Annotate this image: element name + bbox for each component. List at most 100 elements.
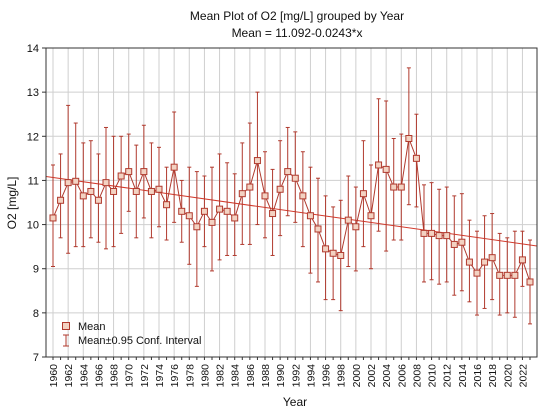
x-tick-label: 1962 xyxy=(63,364,75,388)
x-tick-label: 1992 xyxy=(290,364,302,388)
y-axis-label: O2 [mg/L] xyxy=(5,177,19,230)
series-group xyxy=(49,67,534,325)
mean-marker xyxy=(299,192,307,200)
mean-marker xyxy=(170,163,178,171)
mean-marker xyxy=(208,218,216,226)
x-tick-label: 2008 xyxy=(411,364,423,388)
mean-marker xyxy=(420,229,428,237)
mean-marker xyxy=(200,207,208,215)
mean-marker xyxy=(291,174,299,182)
plot-frame xyxy=(45,47,538,358)
mean-marker xyxy=(261,192,269,200)
x-tick-label: 2006 xyxy=(396,364,408,388)
mean-marker xyxy=(125,168,133,176)
ci-whisker xyxy=(119,135,124,234)
x-tick-label: 1982 xyxy=(215,364,227,388)
x-tick-label: 1968 xyxy=(109,364,121,388)
mean-marker xyxy=(253,157,261,165)
mean-marker xyxy=(163,201,171,209)
x-tick-label: 2000 xyxy=(351,364,363,388)
mean-marker xyxy=(443,232,451,240)
y-tick-label: 12 xyxy=(27,131,39,143)
mean-marker xyxy=(193,223,201,231)
mean-marker xyxy=(238,190,246,198)
mean-marker xyxy=(102,179,110,187)
chart-subtitle: Mean = 11.092-0.0243*x xyxy=(232,26,363,40)
mean-marker xyxy=(465,258,473,266)
ci-whisker xyxy=(73,122,78,248)
mean-marker xyxy=(246,183,254,191)
x-tick-label: 1976 xyxy=(169,364,181,388)
x-tick-label: 1972 xyxy=(139,364,151,388)
x-tick-label: 1984 xyxy=(230,364,242,388)
mean-marker xyxy=(458,238,466,246)
mean-marker xyxy=(412,154,420,162)
x-tick-label: 2020 xyxy=(502,364,514,388)
mean-marker xyxy=(473,269,481,277)
ci-whisker xyxy=(104,126,108,250)
x-tick-label: 1966 xyxy=(93,364,105,388)
mean-marker xyxy=(526,278,534,286)
mean-marker xyxy=(276,185,284,193)
legend-label-mean: Mean xyxy=(78,321,106,333)
chart-title: Mean Plot of O2 [mg/L] grouped by Year xyxy=(190,9,404,23)
mean-marker xyxy=(269,210,277,218)
mean-marker xyxy=(511,271,519,279)
y-tick-label: 7 xyxy=(33,352,39,364)
mean-marker xyxy=(223,207,231,215)
mean-marker xyxy=(382,165,390,173)
mean-marker xyxy=(397,183,405,191)
mean-marker xyxy=(314,225,322,233)
mean-marker xyxy=(117,172,125,180)
x-axis-ticks: 1960 1962 1964 1966 1968 1970 1972 1974 1976 1978… xyxy=(48,357,531,388)
mean-marker xyxy=(185,212,193,220)
x-tick-label: 1986 xyxy=(245,364,257,388)
mean-marker xyxy=(329,249,337,257)
legend: Mean Mean±0.95 Conf. Interval xyxy=(62,321,201,347)
ci-whisker xyxy=(58,153,63,239)
legend-label-ci: Mean±0.95 Conf. Interval xyxy=(78,335,201,347)
mean-marker xyxy=(306,212,314,220)
mean-marker xyxy=(359,190,367,198)
x-tick-label: 1964 xyxy=(78,364,90,388)
mean-marker xyxy=(216,205,224,213)
regression-line xyxy=(45,175,538,247)
x-tick-label: 1970 xyxy=(124,364,136,388)
x-tick-label: 2002 xyxy=(366,364,378,388)
mean-marker xyxy=(375,161,383,169)
x-tick-label: 1994 xyxy=(305,364,317,388)
x-tick-label: 1974 xyxy=(154,364,166,388)
y-tick-label: 9 xyxy=(33,264,39,276)
x-tick-label: 2012 xyxy=(442,364,454,388)
legend-mean-marker xyxy=(62,322,70,330)
mean-marker xyxy=(87,187,95,195)
mean-marker xyxy=(94,196,102,204)
mean-marker xyxy=(79,192,87,200)
mean-marker xyxy=(178,207,186,215)
y-tick-label: 10 xyxy=(27,220,39,232)
mean-marker xyxy=(496,271,504,279)
x-tick-label: 1990 xyxy=(275,364,287,388)
mean-marker xyxy=(64,179,72,187)
x-tick-label: 2010 xyxy=(427,364,439,388)
mean-marker xyxy=(352,223,360,231)
x-tick-label: 2022 xyxy=(517,364,529,388)
mean-marker xyxy=(481,258,489,266)
x-tick-label: 1960 xyxy=(48,364,60,388)
mean-marker xyxy=(367,212,375,220)
mean-marker xyxy=(518,256,526,264)
y-tick-label: 8 xyxy=(33,308,39,320)
mean-marker xyxy=(110,187,118,195)
x-tick-label: 2018 xyxy=(487,364,499,388)
mean-marker xyxy=(147,187,155,195)
x-tick-label: 2016 xyxy=(472,364,484,388)
mean-marker xyxy=(344,216,352,224)
mean-marker xyxy=(155,185,163,193)
mean-marker xyxy=(132,187,140,195)
mean-marker xyxy=(405,134,413,142)
mean-marker xyxy=(435,232,443,240)
mean-marker xyxy=(488,254,496,262)
mean-marker xyxy=(322,245,330,253)
mean-marker xyxy=(140,168,148,176)
